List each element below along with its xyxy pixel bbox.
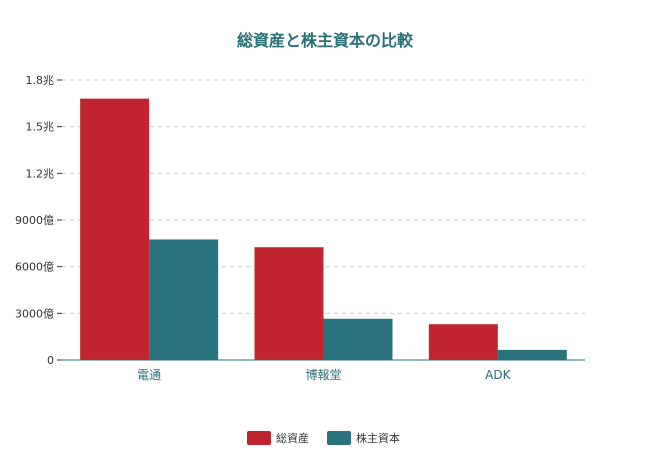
- bars: [80, 98, 567, 361]
- legend-swatch: [327, 431, 351, 445]
- y-tick-label: 0: [47, 354, 54, 367]
- y-axis-ticks: 0 3000億 6000億 9000億 1.2兆 1.5兆 1.8兆: [15, 74, 62, 367]
- bar-equity[interactable]: [323, 318, 393, 360]
- bar-total-assets[interactable]: [254, 247, 324, 360]
- y-tick-label: 3000億: [15, 307, 54, 320]
- x-tick-label: 博報堂: [305, 367, 341, 382]
- bar-total-assets[interactable]: [80, 98, 150, 361]
- chart-title: 総資産と株主資本の比較: [237, 31, 414, 50]
- legend-label: 総資産: [276, 431, 309, 445]
- bar-total-assets[interactable]: [428, 324, 498, 360]
- y-tick-label: 1.5兆: [26, 121, 55, 134]
- x-axis-labels: 電通 博報堂 ADK: [137, 367, 511, 382]
- y-tick-label: 1.8兆: [26, 74, 55, 87]
- y-tick-label: 1.2兆: [26, 167, 55, 180]
- y-tick-label: 9000億: [15, 214, 54, 227]
- legend-swatch: [247, 431, 271, 445]
- x-tick-label: 電通: [137, 368, 161, 382]
- grid-lines: [62, 79, 585, 314]
- x-tick-label: ADK: [485, 368, 511, 382]
- bar-equity[interactable]: [497, 349, 567, 360]
- bar-equity[interactable]: [149, 239, 219, 360]
- legend[interactable]: 総資産 株主資本: [247, 431, 400, 445]
- legend-item[interactable]: 株主資本: [327, 431, 400, 445]
- legend-item[interactable]: 総資産: [247, 431, 309, 445]
- y-tick-label: 6000億: [15, 261, 54, 274]
- legend-label: 株主資本: [356, 431, 400, 445]
